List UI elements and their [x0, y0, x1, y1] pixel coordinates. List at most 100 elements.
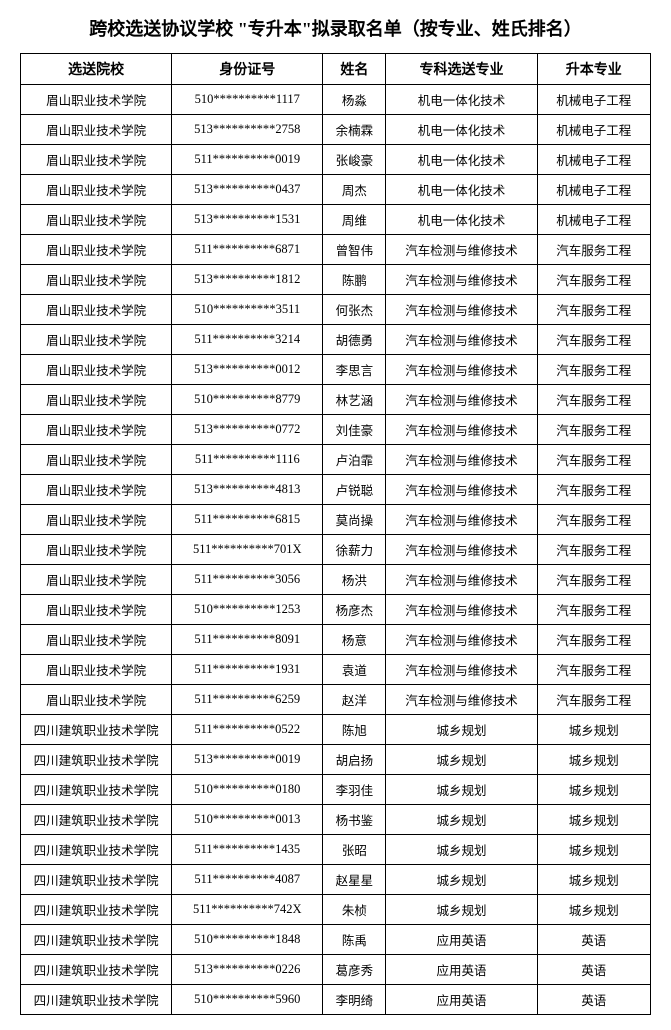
table-cell: 何张杰 [323, 295, 386, 325]
table-cell: 卢泊霏 [323, 445, 386, 475]
table-cell: 李明绮 [323, 985, 386, 1015]
table-cell: 汽车检测与维修技术 [386, 475, 537, 505]
table-cell: 眉山职业技术学院 [21, 415, 172, 445]
table-row: 眉山职业技术学院510**********1117杨淼机电一体化技术机械电子工程 [21, 85, 651, 115]
table-cell: 应用英语 [386, 985, 537, 1015]
table-row: 眉山职业技术学院511**********3214胡德勇汽车检测与维修技术汽车服… [21, 325, 651, 355]
table-cell: 李羽佳 [323, 775, 386, 805]
table-cell: 城乡规划 [386, 775, 537, 805]
table-cell: 机电一体化技术 [386, 145, 537, 175]
table-cell: 张峻豪 [323, 145, 386, 175]
table-cell: 徐薪力 [323, 535, 386, 565]
table-cell: 汽车检测与维修技术 [386, 355, 537, 385]
table-cell: 机械电子工程 [537, 205, 650, 235]
table-cell: 汽车检测与维修技术 [386, 295, 537, 325]
table-header-row: 选送院校 身份证号 姓名 专科选送专业 升本专业 [21, 54, 651, 85]
table-row: 四川建筑职业技术学院510**********0013杨书鉴城乡规划城乡规划 [21, 805, 651, 835]
table-cell: 汽车服务工程 [537, 355, 650, 385]
table-cell: 城乡规划 [537, 745, 650, 775]
table-cell: 汽车检测与维修技术 [386, 655, 537, 685]
table-cell: 汽车服务工程 [537, 235, 650, 265]
table-cell: 英语 [537, 955, 650, 985]
table-cell: 510**********8779 [172, 385, 323, 415]
table-row: 眉山职业技术学院511**********0019张峻豪机电一体化技术机械电子工… [21, 145, 651, 175]
table-cell: 汽车检测与维修技术 [386, 325, 537, 355]
table-row: 眉山职业技术学院513**********1531周维机电一体化技术机械电子工程 [21, 205, 651, 235]
table-cell: 城乡规划 [386, 865, 537, 895]
table-cell: 杨彦杰 [323, 595, 386, 625]
table-row: 眉山职业技术学院513**********1812陈鹏汽车检测与维修技术汽车服务… [21, 265, 651, 295]
table-cell: 眉山职业技术学院 [21, 445, 172, 475]
table-row: 眉山职业技术学院513**********0012李思言汽车检测与维修技术汽车服… [21, 355, 651, 385]
table-cell: 眉山职业技术学院 [21, 235, 172, 265]
col-header-major1: 专科选送专业 [386, 54, 537, 85]
table-cell: 汽车服务工程 [537, 445, 650, 475]
table-cell: 汽车服务工程 [537, 505, 650, 535]
table-cell: 511**********701X [172, 535, 323, 565]
table-cell: 机械电子工程 [537, 115, 650, 145]
table-cell: 513**********1531 [172, 205, 323, 235]
table-cell: 511**********8091 [172, 625, 323, 655]
table-cell: 城乡规划 [386, 805, 537, 835]
table-cell: 汽车检测与维修技术 [386, 685, 537, 715]
col-header-id: 身份证号 [172, 54, 323, 85]
table-cell: 眉山职业技术学院 [21, 325, 172, 355]
table-cell: 周维 [323, 205, 386, 235]
table-cell: 赵星星 [323, 865, 386, 895]
table-cell: 余楠霖 [323, 115, 386, 145]
table-cell: 汽车检测与维修技术 [386, 445, 537, 475]
table-row: 眉山职业技术学院511**********8091杨意汽车检测与维修技术汽车服务… [21, 625, 651, 655]
table-cell: 511**********4087 [172, 865, 323, 895]
table-cell: 510**********3511 [172, 295, 323, 325]
table-cell: 曾智伟 [323, 235, 386, 265]
table-cell: 汽车服务工程 [537, 595, 650, 625]
table-cell: 李思言 [323, 355, 386, 385]
table-cell: 510**********5960 [172, 985, 323, 1015]
table-cell: 机电一体化技术 [386, 115, 537, 145]
table-cell: 汽车服务工程 [537, 475, 650, 505]
table-cell: 应用英语 [386, 955, 537, 985]
table-cell: 511**********1435 [172, 835, 323, 865]
table-cell: 朱桢 [323, 895, 386, 925]
table-cell: 英语 [537, 985, 650, 1015]
table-cell: 511**********742X [172, 895, 323, 925]
table-cell: 510**********0013 [172, 805, 323, 835]
table-cell: 陈鹏 [323, 265, 386, 295]
table-cell: 城乡规划 [386, 895, 537, 925]
table-row: 眉山职业技术学院511**********6815莫尚操汽车检测与维修技术汽车服… [21, 505, 651, 535]
table-cell: 汽车检测与维修技术 [386, 595, 537, 625]
table-row: 眉山职业技术学院510**********3511何张杰汽车检测与维修技术汽车服… [21, 295, 651, 325]
table-cell: 513**********0226 [172, 955, 323, 985]
table-body: 眉山职业技术学院510**********1117杨淼机电一体化技术机械电子工程… [21, 85, 651, 1015]
table-row: 眉山职业技术学院511**********1931袁道汽车检测与维修技术汽车服务… [21, 655, 651, 685]
table-row: 眉山职业技术学院513**********4813卢锐聪汽车检测与维修技术汽车服… [21, 475, 651, 505]
table-cell: 511**********6259 [172, 685, 323, 715]
table-cell: 四川建筑职业技术学院 [21, 805, 172, 835]
table-cell: 511**********1931 [172, 655, 323, 685]
table-cell: 511**********6871 [172, 235, 323, 265]
table-cell: 513**********2758 [172, 115, 323, 145]
table-row: 眉山职业技术学院513**********0772刘佳豪汽车检测与维修技术汽车服… [21, 415, 651, 445]
table-row: 眉山职业技术学院511**********6871曾智伟汽车检测与维修技术汽车服… [21, 235, 651, 265]
table-cell: 汽车检测与维修技术 [386, 415, 537, 445]
table-cell: 510**********1117 [172, 85, 323, 115]
table-cell: 汽车检测与维修技术 [386, 385, 537, 415]
table-cell: 眉山职业技术学院 [21, 565, 172, 595]
table-row: 眉山职业技术学院511**********6259赵洋汽车检测与维修技术汽车服务… [21, 685, 651, 715]
table-cell: 汽车服务工程 [537, 535, 650, 565]
table-cell: 杨洪 [323, 565, 386, 595]
table-row: 四川建筑职业技术学院511**********4087赵星星城乡规划城乡规划 [21, 865, 651, 895]
page-title: 跨校选送协议学校 "专升本"拟录取名单（按专业、姓氏排名） [20, 15, 651, 41]
table-cell: 英语 [537, 925, 650, 955]
admission-table: 选送院校 身份证号 姓名 专科选送专业 升本专业 眉山职业技术学院510****… [20, 53, 651, 1015]
table-cell: 莫尚操 [323, 505, 386, 535]
table-cell: 机械电子工程 [537, 85, 650, 115]
table-cell: 杨书鉴 [323, 805, 386, 835]
table-cell: 513**********0437 [172, 175, 323, 205]
table-cell: 眉山职业技术学院 [21, 355, 172, 385]
table-cell: 城乡规划 [386, 715, 537, 745]
table-cell: 眉山职业技术学院 [21, 205, 172, 235]
table-cell: 513**********4813 [172, 475, 323, 505]
table-row: 四川建筑职业技术学院510**********5960李明绮应用英语英语 [21, 985, 651, 1015]
table-cell: 510**********1848 [172, 925, 323, 955]
